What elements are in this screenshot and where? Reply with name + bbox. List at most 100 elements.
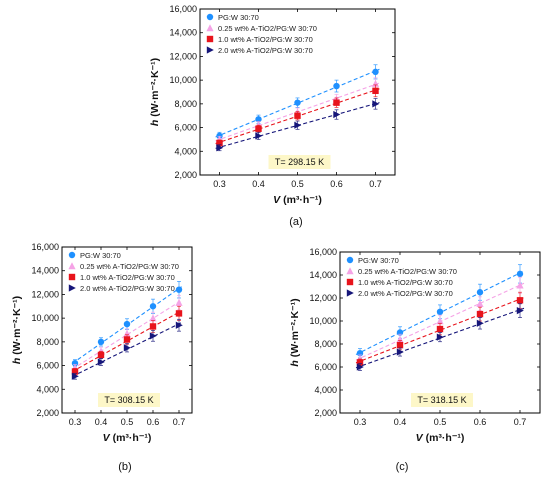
data-point bbox=[255, 116, 262, 123]
data-point bbox=[294, 112, 301, 119]
y-tick-label: 10,000 bbox=[169, 75, 197, 85]
y-tick-label: 14,000 bbox=[169, 28, 197, 38]
temperature-label: T= 308.15 K bbox=[104, 395, 153, 405]
y-axis-title: h (W·m⁻²·K⁻¹) bbox=[11, 296, 23, 364]
fit-line bbox=[72, 299, 182, 370]
data-point bbox=[123, 344, 131, 352]
data-point bbox=[516, 307, 524, 315]
y-tick-label: 8,000 bbox=[174, 99, 197, 109]
data-point bbox=[436, 325, 444, 333]
y-tick-label: 2,000 bbox=[314, 408, 337, 418]
y-tick-label: 12,000 bbox=[309, 293, 337, 303]
legend-marker bbox=[206, 24, 214, 32]
y-axis-unit: (W·m⁻²·K⁻¹) bbox=[289, 298, 301, 360]
data-point bbox=[175, 310, 183, 317]
y-axis-unit: (W·m⁻²·K⁻¹) bbox=[11, 296, 23, 358]
x-axis-variable: V bbox=[416, 432, 424, 444]
x-tick-label: 0.4 bbox=[95, 417, 108, 427]
fit-line bbox=[355, 297, 525, 364]
chart-panel-2: 2,000 4,000 6,000 8,000 10,000 12,000 14,000 16… bbox=[11, 242, 193, 473]
y-tick-label: 14,000 bbox=[31, 266, 59, 276]
x-axis-variable: V bbox=[103, 432, 111, 444]
data-point bbox=[97, 338, 105, 346]
y-axis-unit: (W·m⁻²·K⁻¹) bbox=[149, 58, 161, 120]
legend-marker bbox=[346, 267, 354, 275]
y-tick-label: 10,000 bbox=[31, 313, 59, 323]
legend-label: 2.0 wt% A-TiO2/PG:W 30:70 bbox=[80, 284, 175, 293]
y-tick-label: 16,000 bbox=[169, 4, 197, 14]
legend: PG:W 30:70 0.25 wt% A-TiO2/PG:W 30:70 1.0 … bbox=[68, 251, 179, 293]
data-point bbox=[175, 298, 183, 306]
x-tick-label: 0.6 bbox=[330, 179, 343, 189]
legend-marker bbox=[206, 13, 214, 21]
panel-caption: (a) bbox=[289, 216, 302, 228]
y-tick-label: 16,000 bbox=[309, 247, 337, 257]
x-tick-label: 0.7 bbox=[173, 417, 186, 427]
data-point bbox=[123, 320, 131, 328]
y-tick-label: 6,000 bbox=[314, 362, 337, 372]
data-point bbox=[216, 144, 224, 152]
data-point bbox=[333, 110, 341, 119]
y-tick-label: 12,000 bbox=[31, 289, 59, 299]
legend-label: PG:W 30:70 bbox=[358, 256, 399, 265]
data-point bbox=[476, 310, 484, 318]
x-tick-label: 0.3 bbox=[213, 179, 226, 189]
data-point bbox=[333, 99, 340, 106]
legend-marker bbox=[346, 278, 354, 286]
legend-label: PG:W 30:70 bbox=[218, 13, 259, 22]
data-point bbox=[516, 281, 524, 289]
data-point bbox=[356, 359, 364, 366]
data-point bbox=[255, 125, 262, 132]
legend-label: 0.25 wt% A-TiO2/PG:W 30:70 bbox=[358, 267, 457, 276]
x-axis-unit: (m³·h⁻¹) bbox=[423, 432, 465, 444]
y-tick-label: 4,000 bbox=[36, 384, 59, 394]
x-axis-title: V (m³·h⁻¹) bbox=[273, 194, 322, 206]
y-tick-label: 8,000 bbox=[314, 339, 337, 349]
data-point bbox=[294, 121, 302, 129]
temperature-box bbox=[268, 155, 331, 169]
data-point bbox=[476, 319, 484, 327]
data-point bbox=[149, 332, 157, 340]
legend-label: 2.0 wt% A-TiO2/PG:W 30:70 bbox=[358, 289, 453, 298]
panel-caption: (b) bbox=[118, 461, 131, 473]
x-tick-label: 0.5 bbox=[291, 179, 304, 189]
data-point bbox=[175, 321, 183, 329]
fit-line bbox=[355, 307, 525, 369]
legend-marker bbox=[206, 35, 214, 43]
fit-line bbox=[215, 68, 380, 138]
data-point bbox=[294, 99, 301, 106]
panel-caption: (c) bbox=[396, 461, 409, 473]
data-point bbox=[436, 333, 444, 341]
y-tick-label: 12,000 bbox=[169, 51, 197, 61]
y-tick-label: 4,000 bbox=[314, 385, 337, 395]
legend-marker bbox=[346, 289, 354, 297]
data-point bbox=[71, 368, 79, 375]
data-point bbox=[372, 87, 379, 95]
x-tick-label: 0.7 bbox=[369, 179, 382, 189]
x-tick-label: 0.6 bbox=[147, 417, 160, 427]
legend-label: 0.25 wt% A-TiO2/PG:W 30:70 bbox=[218, 24, 317, 33]
data-point bbox=[149, 303, 157, 310]
data-point bbox=[516, 297, 524, 304]
y-tick-label: 2,000 bbox=[174, 170, 197, 180]
legend-label: 2.0 wt% A-TiO2/PG:W 30:70 bbox=[218, 46, 313, 55]
chart-panel-1: 2,000 4,000 6,000 8,000 10,000 12,000 14,000 16… bbox=[149, 4, 396, 228]
legend-marker bbox=[346, 256, 354, 264]
chart-panel-3: 2,000 4,000 6,000 8,000 10,000 12,000 14,000 16… bbox=[289, 247, 541, 473]
data-point bbox=[372, 68, 379, 76]
data-point bbox=[71, 360, 79, 367]
data-point bbox=[255, 132, 263, 140]
series-1 bbox=[71, 280, 183, 368]
x-axis-variable: V bbox=[273, 194, 281, 206]
x-tick-label: 0.5 bbox=[121, 417, 134, 427]
x-tick-label: 0.4 bbox=[252, 179, 265, 189]
x-axis-title: V (m³·h⁻¹) bbox=[416, 432, 465, 444]
data-point bbox=[372, 100, 380, 108]
series-3 bbox=[355, 291, 525, 367]
temperature-label: T= 318.15 K bbox=[417, 395, 466, 405]
x-axis-unit: (m³·h⁻¹) bbox=[280, 194, 322, 206]
legend: PG:W 30:70 0.25 wt% A-TiO2/PG:W 30:70 1.0 … bbox=[346, 256, 457, 298]
y-tick-label: 14,000 bbox=[309, 270, 337, 280]
data-point bbox=[149, 314, 157, 322]
data-point bbox=[149, 323, 157, 330]
